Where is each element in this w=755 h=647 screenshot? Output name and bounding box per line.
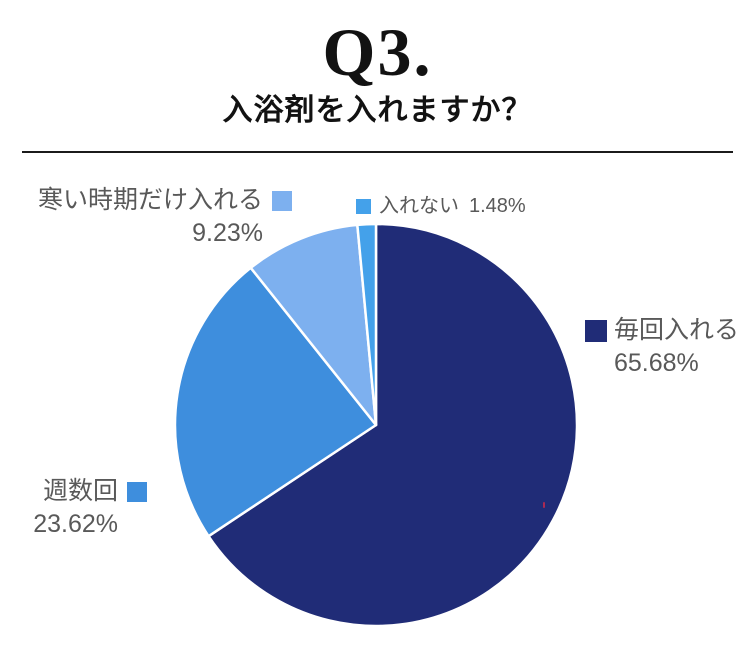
label-samui-jiki-percent: 9.23% (192, 219, 263, 247)
label-shusukai-percent: 23.62% (33, 510, 118, 538)
label-maikai-text: 毎回入れる (614, 316, 740, 344)
label-samui-jiki-text: 寒い時期だけ入れる (37, 186, 263, 214)
label-samui-jiki-row: 寒い時期だけ入れる (38, 184, 292, 217)
red-speck-artifact (543, 502, 545, 508)
label-shusukai-text: 週数回 (42, 477, 118, 505)
pie-slice-2 (249, 223, 378, 427)
label-maikai-row: 毎回入れる (585, 314, 739, 347)
label-shusukai-row: 週数回 (33, 475, 147, 508)
label-irenai-text: 入れない (379, 195, 459, 217)
legend-swatch-shusukai (127, 481, 147, 502)
label-maikai-percent: 65.68% (614, 349, 699, 377)
label-shusukai: 週数回 23.62% (33, 475, 147, 541)
label-maikai: 毎回入れる 65.68% (585, 314, 739, 380)
pie-slice-3 (356, 222, 378, 427)
label-irenai: 入れない 1.48% (356, 194, 526, 218)
pie-slice-0 (207, 222, 579, 628)
question-title: 入浴剤を入れますか？ (222, 94, 533, 127)
divider-line (22, 151, 733, 153)
label-samui-jiki: 寒い時期だけ入れる 9.23% (38, 184, 292, 250)
label-irenai-row: 入れない 1.48% (356, 194, 526, 218)
pie-slice-1 (173, 266, 378, 538)
legend-swatch-irenai (356, 198, 371, 214)
label-irenai-percent: 1.48% (469, 195, 526, 217)
question-number: Q3. (322, 14, 433, 90)
legend-swatch-samui-jiki (272, 190, 292, 211)
legend-swatch-maikai (585, 319, 607, 342)
